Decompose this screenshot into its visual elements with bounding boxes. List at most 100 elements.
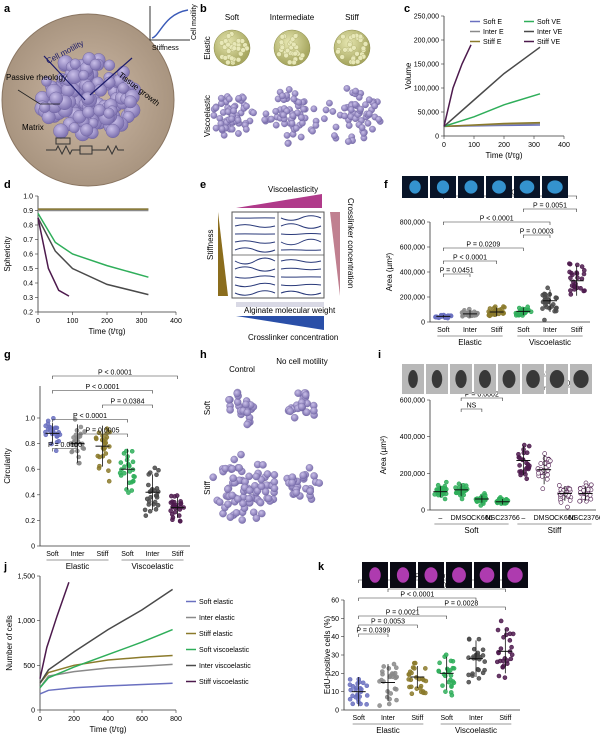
y-tick-label: 250,000: [414, 14, 439, 21]
p-value-label: P < 0.0001: [527, 370, 561, 377]
data-point: [406, 672, 412, 677]
elastic-cell: [226, 48, 232, 54]
chart-volume: 0 100 200 300 400 0 50,000 100,000 150,000 200,00…: [404, 14, 570, 161]
i-micrograph-cell: [526, 370, 540, 388]
data-point: [50, 427, 56, 432]
category-label: CK666: [471, 515, 493, 522]
elastic-cell: [362, 41, 369, 47]
data-point: [47, 424, 52, 430]
data-point: [106, 459, 112, 464]
group-label: Elastic: [458, 338, 482, 347]
significance-bracket: [52, 375, 178, 379]
k-micrograph-cell: [452, 567, 466, 583]
series-line: [39, 682, 173, 695]
elastic-cell: [292, 33, 299, 39]
legend-label: Soft VE: [537, 19, 561, 26]
visco-cell: [285, 86, 293, 93]
data-point: [146, 482, 151, 488]
chart-circularity: 0 0.2 0.4 0.6 0.8 1.0 Circularity Soft Inter Stif…: [3, 370, 190, 571]
data-point: [104, 431, 109, 436]
legend-label: Inter viscoelastic: [199, 663, 251, 670]
spheroid-cell: [270, 471, 279, 479]
axis-line: [39, 576, 176, 711]
data-point: [81, 446, 87, 451]
y-tick-label: 1.0: [25, 416, 35, 423]
series-line: [443, 93, 541, 128]
polymer-chain: [280, 290, 322, 296]
visco-cell: [298, 119, 306, 127]
y-tick-label: 1,500: [17, 574, 35, 581]
data-point: [437, 660, 442, 666]
polymer-chain: [234, 266, 276, 272]
data-point: [441, 313, 447, 318]
data-point: [155, 502, 161, 508]
legend-label: Soft viscoelastic: [199, 647, 250, 654]
rheology-leader: [17, 89, 60, 105]
elastic-cell: [278, 39, 284, 45]
significance-bracket: [460, 408, 483, 412]
series-line: [37, 213, 149, 278]
visco-cell: [288, 120, 296, 127]
e-bottom1-label: Alginate molecular weight: [244, 306, 336, 315]
panel-letter-e: e: [200, 179, 206, 191]
significance-bracket: [52, 448, 78, 452]
data-point: [131, 478, 136, 484]
data-point: [461, 309, 466, 315]
data-point: [53, 448, 59, 454]
panel-letter-g: g: [4, 349, 11, 361]
data-point: [423, 666, 428, 671]
category-label: Stiff: [499, 715, 511, 722]
i-micrograph-cell: [502, 370, 516, 388]
data-point: [502, 675, 508, 680]
spheroid-cell: [259, 461, 267, 469]
data-point: [509, 644, 514, 650]
data-point: [568, 288, 573, 293]
significance-bracket: [358, 615, 447, 619]
i-micrograph-cell: [549, 370, 565, 388]
spheroid-cell: [230, 455, 238, 464]
y-tick-label: 0: [421, 508, 425, 515]
polymer-chain: [280, 238, 322, 246]
data-point: [132, 474, 137, 480]
motility-inset: Stiffness Cell motility: [149, 4, 198, 52]
polymer-chain: [280, 215, 322, 221]
data-point: [127, 463, 132, 469]
data-point: [508, 656, 514, 662]
p-value-label: P < 0.0001: [73, 413, 107, 420]
data-point: [526, 443, 532, 449]
significance-bracket: [52, 390, 153, 394]
polymer-chain: [280, 232, 322, 236]
elastic-cell: [336, 39, 342, 45]
data-point: [470, 671, 475, 676]
mw-bar: [236, 302, 324, 307]
elastic-cell: [276, 51, 282, 57]
group-label: Elastic: [66, 562, 90, 571]
data-point: [451, 666, 457, 671]
elastic-cell: [299, 52, 306, 58]
significance-bracket: [358, 633, 389, 637]
spheroid-cell: [228, 465, 237, 473]
p-value-label: P = 0.0451: [440, 268, 474, 275]
data-point: [550, 302, 556, 307]
data-point: [380, 669, 385, 674]
data-point: [498, 646, 504, 651]
data-point: [498, 498, 503, 504]
spheroid-cell: [305, 464, 314, 472]
data-point: [170, 515, 176, 520]
cell-blob: [80, 123, 94, 137]
data-point: [449, 692, 455, 698]
visco-cell: [234, 116, 242, 124]
data-point: [466, 637, 472, 642]
data-point: [354, 685, 359, 691]
visco-cell: [217, 94, 225, 102]
data-point: [487, 306, 493, 311]
cell-blob: [78, 69, 90, 81]
visco-cell: [228, 125, 236, 133]
chart-cell-number: 0 200 400 600 800 0 500 1,000 1,500 Time (t/τg) Nu…: [5, 574, 251, 735]
category-label: Inter: [381, 715, 396, 722]
data-point: [172, 509, 178, 515]
data-point: [589, 482, 594, 488]
spheroid-cell: [245, 486, 254, 495]
y-tick-label: 0: [435, 134, 439, 141]
data-point: [482, 491, 487, 496]
